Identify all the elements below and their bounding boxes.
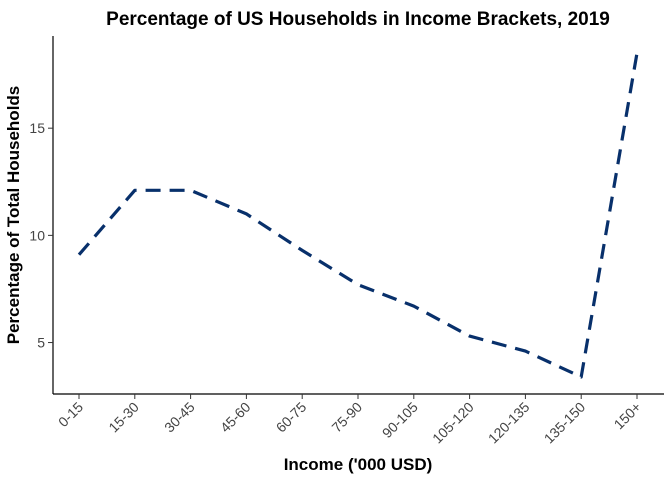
x-tick-label: 60-75 bbox=[273, 399, 310, 436]
x-tick-label: 120-135 bbox=[485, 399, 533, 447]
x-tick-label: 150+ bbox=[611, 399, 645, 433]
y-tick-label: 5 bbox=[37, 335, 45, 351]
x-tick-label: 105-120 bbox=[429, 399, 477, 447]
x-tick-label: 15-30 bbox=[105, 399, 142, 436]
x-tick-label: 90-105 bbox=[379, 399, 421, 441]
y-axis-title: Percentage of Total Households bbox=[4, 86, 23, 345]
x-tick-label: 0-15 bbox=[55, 399, 86, 430]
x-axis-ticks: 0-15 15-30 30-45 45-60 60-75 75-90 90-105 105-1… bbox=[55, 394, 644, 446]
y-axis-ticks: 5 10 15 bbox=[29, 120, 53, 351]
x-tick-label: 45-60 bbox=[217, 399, 254, 436]
chart-title: Percentage of US Households in Income Br… bbox=[106, 9, 610, 30]
series-line bbox=[77, 52, 639, 379]
x-tick-label: 135-150 bbox=[541, 399, 589, 447]
y-tick-label: 15 bbox=[29, 120, 45, 136]
plot-area bbox=[77, 52, 639, 379]
x-tick-label: 30-45 bbox=[161, 399, 198, 436]
y-tick-label: 10 bbox=[29, 227, 45, 243]
x-axis-title: Income ('000 USD) bbox=[284, 455, 433, 474]
x-tick-label: 75-90 bbox=[328, 399, 365, 436]
